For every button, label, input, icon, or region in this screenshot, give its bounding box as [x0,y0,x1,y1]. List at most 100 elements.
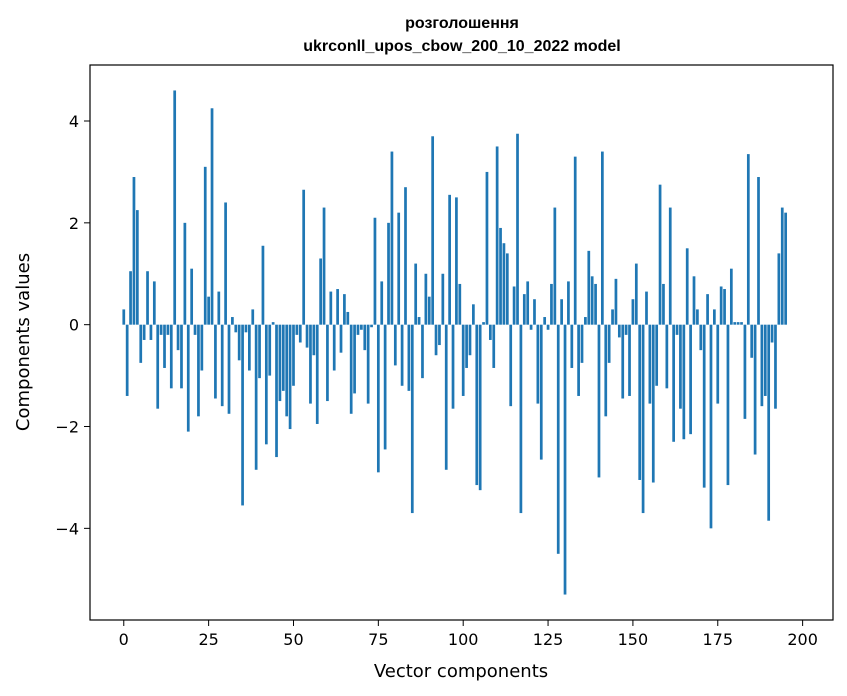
bar-165 [682,324,686,440]
bar-129 [560,299,563,325]
bar-44 [271,322,275,325]
bar-182 [740,322,743,325]
x-tick-label: 25 [198,630,218,649]
bar-43 [268,324,272,376]
bar-179 [729,268,733,325]
bar-87 [417,317,421,325]
x-tick-label: 175 [702,630,733,649]
bar-114 [509,324,513,407]
bar-46 [278,324,282,402]
bar-53 [302,189,306,325]
x-axis-ticks: 0 25 50 75 100 125 150 175 200 [119,620,818,649]
bar-66 [346,311,350,325]
bar-177 [723,289,726,325]
bar-80 [393,324,397,366]
bar-23 [200,324,204,371]
bar-154 [645,291,648,325]
bar-185 [750,324,754,358]
bar-93 [438,324,441,346]
bar-149 [628,324,631,396]
bar-19 [186,324,190,432]
bar-142 [604,324,608,417]
bar-68 [353,324,356,394]
bar-176 [719,286,723,325]
bar-73 [370,324,373,328]
bar-115 [512,286,516,325]
bar-143 [607,324,611,363]
y-axis-ticks: −4 −2 0 2 4 [55,112,90,538]
chart-title: розголошення [405,15,519,32]
bar-181 [736,322,740,325]
bar-82 [400,324,404,386]
x-tick-label: 200 [787,630,818,649]
bar-107 [485,171,489,325]
bar-9 [152,281,156,325]
bar-12 [163,324,166,368]
bar-186 [753,324,757,455]
bar-39 [254,324,258,470]
bar-173 [709,324,713,529]
bar-62 [332,324,336,371]
y-tick-label: 2 [69,214,79,233]
bar-25 [207,296,210,325]
bar-2 [129,271,132,325]
bar-109 [492,324,496,368]
bar-7 [146,271,149,325]
y-tick-label: −4 [55,519,79,538]
bar-5 [139,324,143,363]
bar-4 [135,210,139,325]
bar-148 [624,324,628,335]
bar-14 [169,324,173,389]
bar-105 [478,324,482,491]
bar-42 [264,324,268,445]
bar-101 [465,324,468,368]
bar-121 [533,299,536,325]
bar-192 [774,324,777,409]
bar-34 [237,324,241,361]
plot-frame [89,64,834,621]
bar-140 [597,324,601,478]
bar-166 [685,248,689,325]
bar-158 [658,184,662,325]
bar-180 [733,322,737,325]
bar-21 [193,324,197,335]
bar-31 [227,324,231,414]
bar-84 [407,324,411,391]
bar-96 [448,194,451,325]
bar-47 [281,324,285,391]
bar-164 [679,324,682,409]
bar-35 [241,324,244,506]
bar-187 [757,177,760,325]
bar-160 [665,324,669,389]
bar-15 [173,90,177,325]
bar-188 [760,324,764,407]
bar-117 [519,324,523,514]
bar-57 [315,324,319,424]
bar-108 [488,324,492,340]
bar-102 [468,324,472,356]
bar-118 [522,294,526,325]
x-axis-label: Vector components [374,661,548,682]
bar-92 [434,324,438,356]
bar-145 [614,278,618,325]
bar-94 [441,273,445,325]
bar-155 [648,324,652,404]
bar-191 [770,324,774,343]
bar-146 [617,324,621,338]
x-tick-label: 100 [448,630,479,649]
bar-83 [404,187,407,325]
bar-175 [716,324,720,404]
bar-37 [248,324,251,371]
bar-144 [611,309,614,325]
bar-51 [295,324,299,335]
bar-95 [444,324,448,470]
bar-159 [662,283,665,325]
bar-13 [166,324,170,335]
x-tick-label: 150 [618,630,649,649]
bar-72 [366,324,370,404]
bar-136 [584,317,587,325]
bar-170 [699,324,703,351]
bar-137 [587,250,591,325]
bar-40 [258,324,261,379]
bar-183 [743,324,747,419]
